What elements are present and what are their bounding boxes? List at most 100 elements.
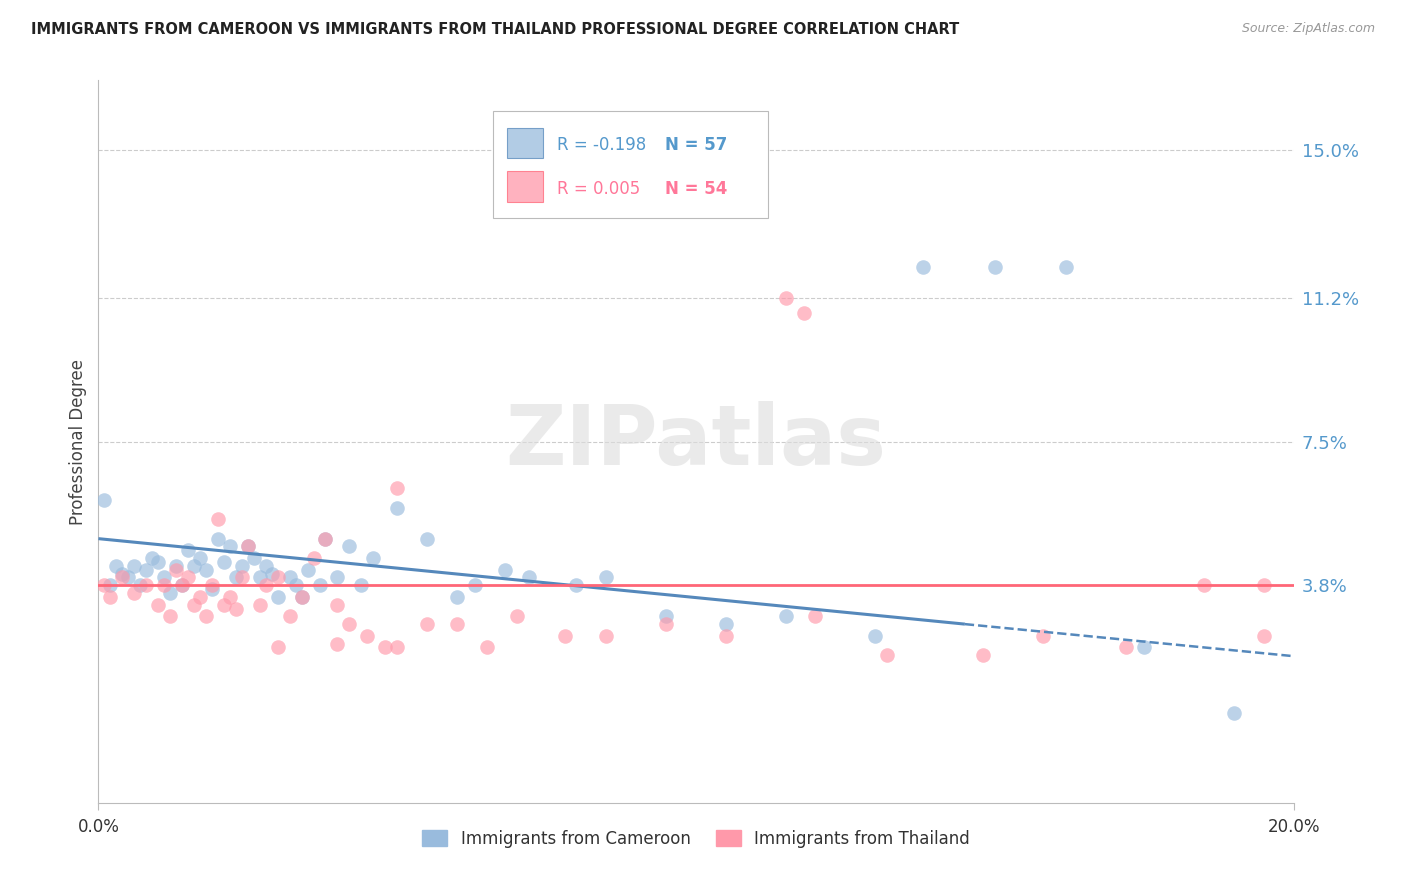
FancyBboxPatch shape [508,128,543,158]
Point [172,578,194,592]
Point [212,555,235,569]
Point [231,558,253,573]
Point [225,570,247,584]
Point [984,260,1007,274]
Point [254,558,277,573]
Point [278,570,301,584]
Point [278,609,301,624]
Point [339,617,361,632]
Point [267,590,290,604]
Text: IMMIGRANTS FROM CAMEROON VS IMMIGRANTS FROM THAILAND PROFESSIONAL DEGREE CORRELA: IMMIGRANTS FROM CAMEROON VS IMMIGRANTS F… [31,22,959,37]
Point [111,570,134,584]
Point [124,558,146,573]
Point [148,555,170,569]
Point [124,586,146,600]
Point [183,598,205,612]
Point [793,306,815,320]
Point [326,570,349,584]
Point [207,512,229,526]
Point [212,598,235,612]
Point [446,590,468,604]
Point [98,578,122,592]
Point [267,640,290,655]
Point [153,578,176,592]
Point [159,609,181,624]
Point [243,551,266,566]
Point [148,598,170,612]
Point [356,629,378,643]
Point [1056,260,1078,274]
Point [297,563,319,577]
Point [506,609,529,624]
Point [972,648,994,663]
Point [775,609,797,624]
Point [93,578,115,592]
Text: Source: ZipAtlas.com: Source: ZipAtlas.com [1241,22,1375,36]
Point [1115,640,1137,655]
Point [141,551,163,566]
Point [219,540,242,554]
Point [236,540,259,554]
Point [494,563,516,577]
Point [595,629,617,643]
Point [129,578,152,592]
Legend: Immigrants from Cameroon, Immigrants from Thailand: Immigrants from Cameroon, Immigrants fro… [416,823,976,855]
Point [93,492,115,507]
Point [374,640,396,655]
Point [350,578,373,592]
Point [291,590,314,604]
Point [326,598,349,612]
Y-axis label: Professional Degree: Professional Degree [69,359,87,524]
Point [775,291,797,305]
Point [315,532,337,546]
Point [207,532,229,546]
Point [201,582,224,596]
Text: ZIPatlas: ZIPatlas [506,401,886,482]
Point [195,563,218,577]
Point [1223,706,1246,721]
Point [302,551,325,566]
Point [308,578,330,592]
Point [416,532,439,546]
Point [260,566,283,581]
FancyBboxPatch shape [508,171,543,202]
Point [177,543,200,558]
Text: N = 54: N = 54 [665,179,727,198]
Point [1192,578,1215,592]
Point [201,578,224,592]
Text: N = 57: N = 57 [665,136,727,154]
Point [385,500,409,515]
FancyBboxPatch shape [494,111,768,218]
Point [236,540,259,554]
Point [446,617,468,632]
Point [565,578,588,592]
Point [291,590,314,604]
Point [339,540,361,554]
Point [117,570,139,584]
Text: R = -0.198: R = -0.198 [557,136,647,154]
Point [315,532,337,546]
Point [714,617,737,632]
Point [165,558,187,573]
Point [804,609,827,624]
Point [326,636,349,650]
Point [714,629,737,643]
Point [231,570,253,584]
Point [517,570,540,584]
Point [225,601,247,615]
Point [475,640,498,655]
Point [254,578,277,592]
Point [219,590,242,604]
Point [98,590,122,604]
Point [1253,629,1275,643]
Point [153,570,176,584]
Point [865,629,887,643]
Point [135,578,157,592]
Point [1032,629,1054,643]
Point [111,566,134,581]
Point [363,551,385,566]
Point [416,617,439,632]
Point [655,609,678,624]
Point [249,598,271,612]
Point [172,578,194,592]
